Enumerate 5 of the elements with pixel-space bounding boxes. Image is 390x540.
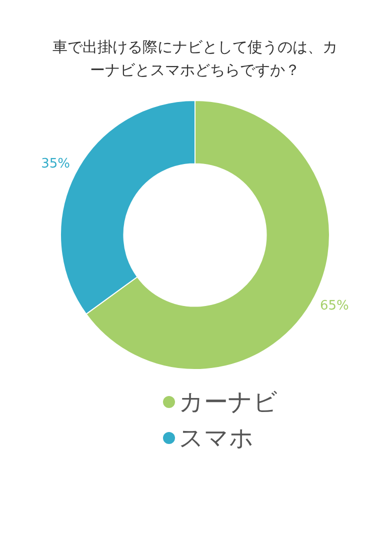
chart-title: 車で出掛ける際にナビとして使うのは、カーナビとスマホどちらですか？	[52, 37, 338, 81]
legend-label: カーナビ	[179, 387, 278, 418]
data-label: 35%	[41, 156, 70, 172]
data-label: 65%	[320, 298, 349, 314]
legend-label: スマホ	[179, 423, 254, 454]
